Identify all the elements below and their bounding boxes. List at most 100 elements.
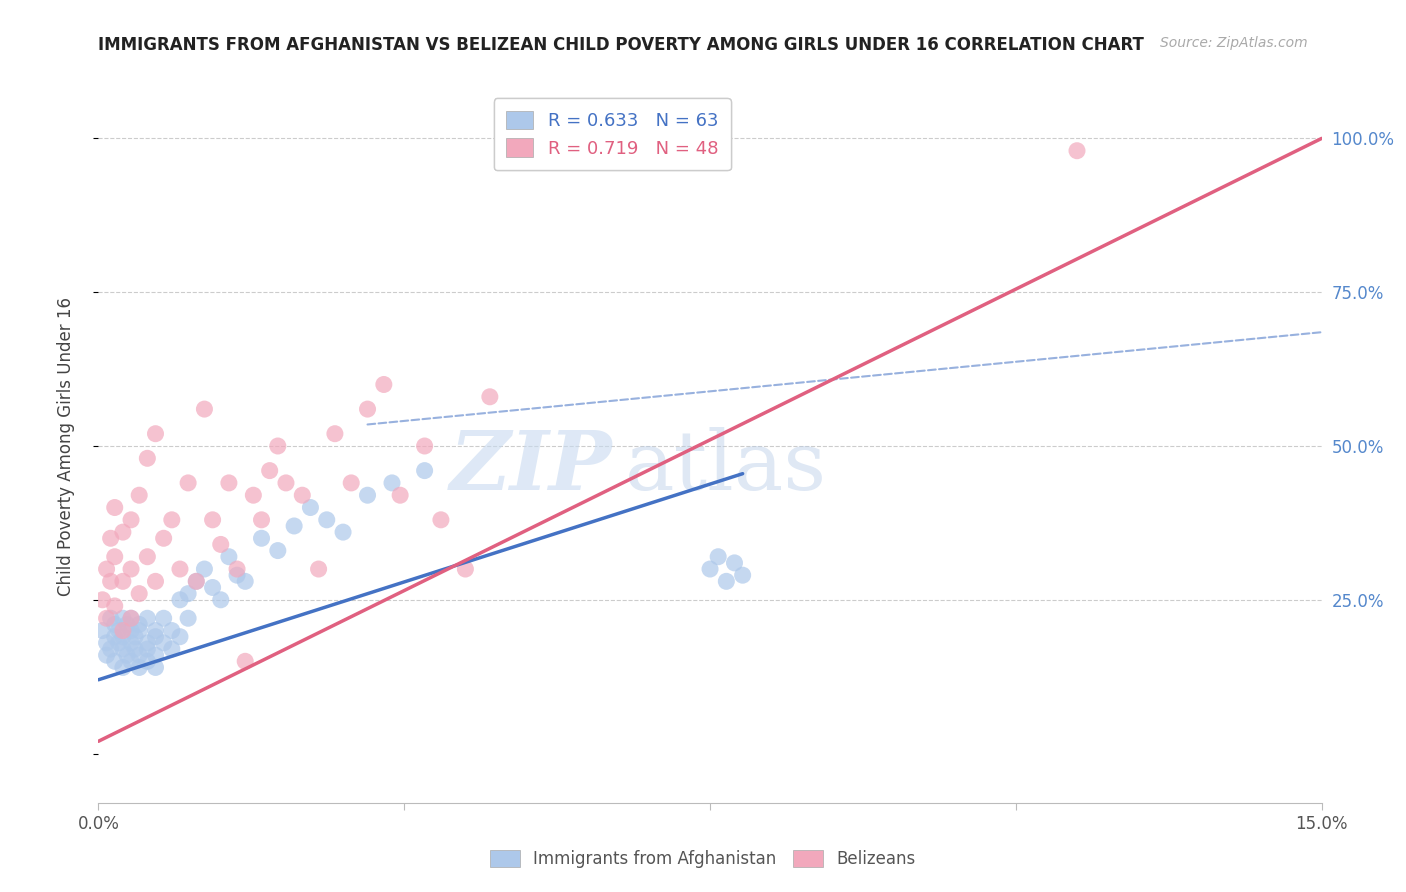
Point [233, 654, 256, 668]
Point [413, 464, 436, 478]
Point [308, 562, 330, 576]
Point [128, 660, 150, 674]
Point [136, 654, 159, 668]
Point [128, 624, 150, 638]
Point [242, 488, 264, 502]
Point [250, 531, 273, 545]
Point [115, 648, 138, 662]
Point [104, 617, 127, 632]
Point [699, 562, 721, 576]
Point [226, 568, 249, 582]
Point [201, 513, 224, 527]
Point [128, 587, 150, 601]
Point [267, 543, 290, 558]
Point [274, 475, 297, 490]
Point [120, 611, 142, 625]
Point [111, 642, 134, 657]
Point [136, 549, 159, 564]
Point [218, 549, 240, 564]
Point [152, 611, 174, 625]
Point [152, 531, 174, 545]
Text: ZIP: ZIP [450, 427, 612, 508]
Point [323, 426, 346, 441]
Point [96, 611, 118, 625]
Point [104, 500, 127, 515]
Point [177, 475, 200, 490]
Point [145, 630, 167, 644]
Point [267, 439, 290, 453]
Point [233, 574, 256, 589]
Text: atlas: atlas [624, 427, 827, 508]
Point [128, 488, 150, 502]
Point [259, 464, 281, 478]
Point [145, 660, 167, 674]
Point [128, 648, 150, 662]
Point [716, 574, 738, 589]
Point [136, 611, 159, 625]
Point [177, 611, 200, 625]
Point [111, 611, 134, 625]
Point [145, 574, 167, 589]
Point [186, 574, 208, 589]
Legend: Immigrants from Afghanistan, Belizeans: Immigrants from Afghanistan, Belizeans [484, 843, 922, 875]
Y-axis label: Child Poverty Among Girls Under 16: Child Poverty Among Girls Under 16 [56, 296, 75, 596]
Point [209, 537, 232, 551]
Point [145, 426, 167, 441]
Point [731, 568, 754, 582]
Point [454, 562, 477, 576]
Point [91, 592, 114, 607]
Point [128, 617, 150, 632]
Point [104, 630, 127, 644]
Point [136, 451, 159, 466]
Point [124, 642, 146, 657]
Point [389, 488, 412, 502]
Point [100, 611, 122, 625]
Point [104, 549, 127, 564]
Point [104, 654, 127, 668]
Point [169, 562, 191, 576]
Legend: R = 0.633   N = 63, R = 0.719   N = 48: R = 0.633 N = 63, R = 0.719 N = 48 [494, 98, 731, 170]
Point [226, 562, 249, 576]
Point [169, 630, 191, 644]
Point [120, 513, 142, 527]
Point [100, 574, 122, 589]
Point [332, 525, 354, 540]
Point [193, 562, 215, 576]
Point [120, 562, 142, 576]
Point [193, 402, 215, 417]
Point [124, 630, 146, 644]
Point [111, 630, 134, 644]
Point [96, 562, 118, 576]
Point [250, 513, 273, 527]
Point [111, 660, 134, 674]
Point [478, 390, 501, 404]
Text: Source: ZipAtlas.com: Source: ZipAtlas.com [1160, 36, 1308, 50]
Point [315, 513, 337, 527]
Point [136, 642, 159, 657]
Point [111, 574, 134, 589]
Point [96, 636, 118, 650]
Point [115, 617, 138, 632]
Point [201, 581, 224, 595]
Point [120, 611, 142, 625]
Point [120, 636, 142, 650]
Point [160, 642, 183, 657]
Point [100, 531, 122, 545]
Point [291, 488, 314, 502]
Point [100, 642, 122, 657]
Point [707, 549, 730, 564]
Point [340, 475, 363, 490]
Point [111, 624, 134, 638]
Point [209, 592, 232, 607]
Text: IMMIGRANTS FROM AFGHANISTAN VS BELIZEAN CHILD POVERTY AMONG GIRLS UNDER 16 CORRE: IMMIGRANTS FROM AFGHANISTAN VS BELIZEAN … [98, 36, 1144, 54]
Point [283, 519, 305, 533]
Point [299, 500, 322, 515]
Point [723, 556, 745, 570]
Point [430, 513, 453, 527]
Point [1066, 144, 1088, 158]
Point [145, 624, 167, 638]
Point [136, 636, 159, 650]
Point [91, 624, 114, 638]
Point [120, 654, 142, 668]
Point [145, 648, 167, 662]
